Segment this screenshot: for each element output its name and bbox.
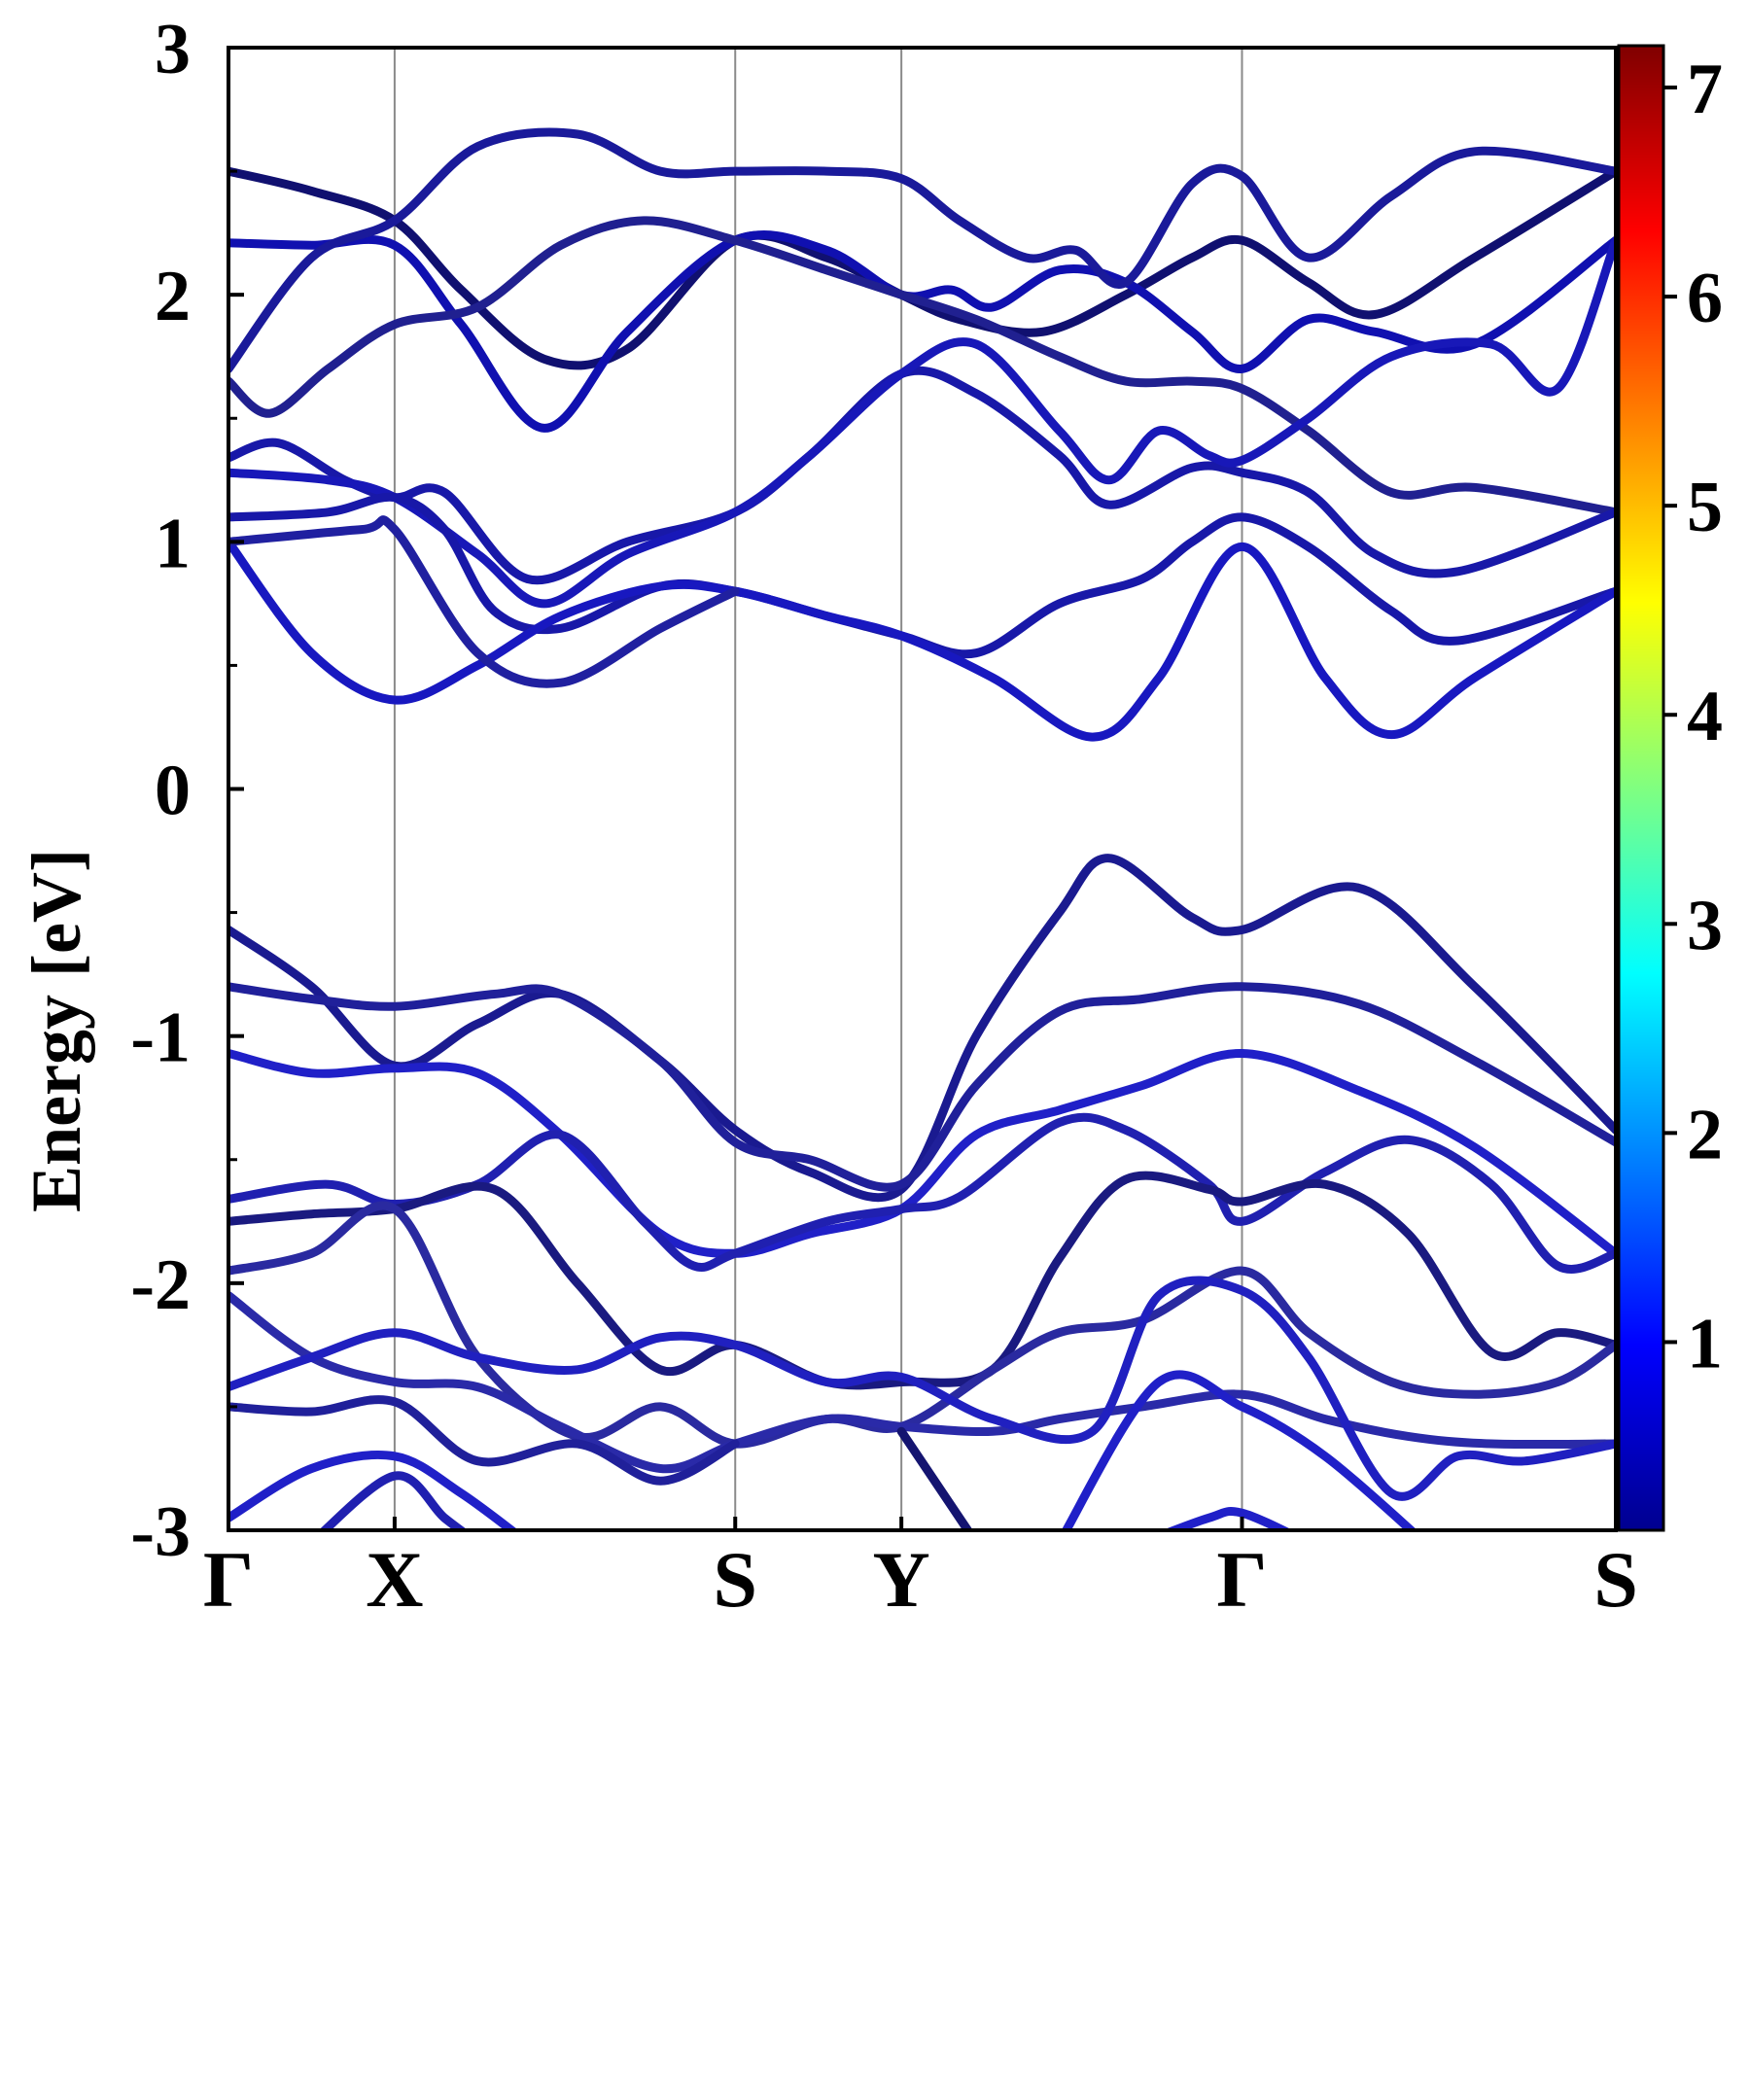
colorbar-tick-label: 5: [1687, 468, 1723, 547]
band-18: [228, 1395, 740, 1486]
band-21: [896, 1426, 973, 1530]
colorbar-tick-label: 4: [1687, 677, 1723, 756]
band-16: [228, 1291, 1616, 1474]
colorbar: 1 2 3 4 5 6 7: [1617, 44, 1723, 1532]
x-tick-label: Γ: [1216, 1535, 1267, 1624]
band-2: [228, 230, 1616, 433]
x-tick-label: S: [713, 1535, 757, 1624]
y-tick-label: -2: [130, 1245, 191, 1325]
band-19: [228, 1450, 519, 1530]
band-20: [318, 1471, 469, 1530]
y-tick-label: 3: [155, 10, 191, 89]
band-17: [228, 1276, 1616, 1501]
colorbar-gradient: [1617, 44, 1665, 1532]
x-tick-label: X: [366, 1535, 423, 1624]
y-tick-label: 1: [155, 504, 191, 583]
colorbar-tick-label: 6: [1687, 259, 1723, 338]
band-11: [228, 982, 1616, 1192]
y-axis-title: Energy [eV]: [18, 849, 95, 1212]
band-6: [228, 235, 1616, 609]
colorbar-tick-label: 3: [1687, 886, 1723, 965]
colorbar-tick-label: 2: [1687, 1095, 1723, 1174]
x-tick-label: Γ: [203, 1535, 254, 1624]
band-5: [228, 366, 1616, 585]
y-axis: -3 -2 -1 0 1 2 3: [130, 10, 244, 1572]
band-12: [228, 1048, 1616, 1258]
y-tick-label: -1: [130, 998, 191, 1078]
y-tick-label: 2: [155, 257, 191, 336]
band-23: [1162, 1507, 1293, 1530]
band-1: [228, 166, 1616, 370]
band-9: [228, 515, 740, 688]
band-15: [228, 1201, 1616, 1449]
y-tick-label: 0: [155, 752, 191, 831]
x-tick-label: Y: [873, 1535, 930, 1624]
band-8: [228, 537, 1616, 742]
colorbar-tick-label: 7: [1687, 50, 1723, 129]
band-7: [228, 492, 1616, 659]
x-tick-label: S: [1593, 1535, 1638, 1624]
colorbar-tick-label: 1: [1687, 1304, 1723, 1383]
y-tick-label: -3: [130, 1492, 191, 1572]
band-3: [228, 127, 1616, 373]
plot-frame: [227, 46, 1618, 1532]
band-4: [228, 216, 1616, 517]
band-lines: [228, 127, 1616, 1530]
band-13: [228, 1112, 1616, 1274]
band-22: [1061, 1370, 1418, 1530]
